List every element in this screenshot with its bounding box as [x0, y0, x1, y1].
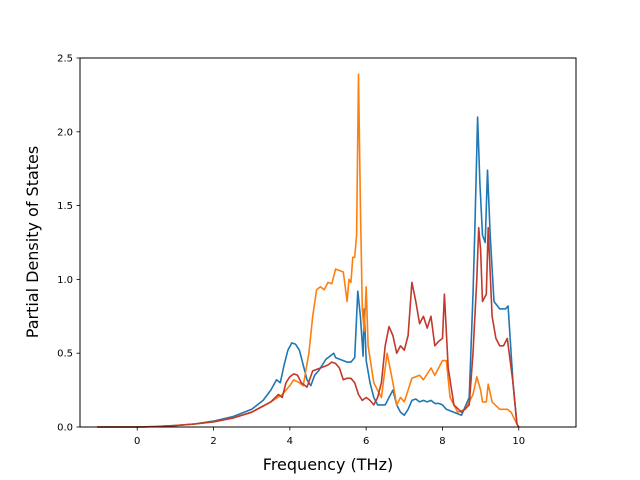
x-axis-label: Frequency (THz): [263, 455, 393, 474]
series-line-2: [97, 73, 520, 428]
y-axis: 0.0 0.5 1.0 1.5 2.0 2.5: [57, 54, 80, 434]
y-tick-label: 1.5: [57, 201, 73, 212]
y-tick-label: 2.0: [57, 127, 73, 138]
y-tick-label: 2.5: [57, 54, 73, 65]
y-axis-label: Partial Density of States: [23, 146, 42, 338]
x-tick-label: 2: [210, 436, 216, 447]
x-axis: 0 2 4 6 8 10: [134, 427, 525, 447]
series-layer: [97, 73, 520, 428]
y-tick-label: 0.5: [57, 349, 73, 360]
x-tick-label: 0: [134, 436, 140, 447]
series-line-3: [97, 226, 520, 428]
x-tick-label: 10: [512, 436, 525, 447]
x-tick-label: 8: [439, 436, 445, 447]
y-tick-label: 1.0: [57, 275, 73, 286]
y-tick-label: 0.0: [57, 423, 73, 434]
x-tick-label: 6: [363, 436, 369, 447]
series-line-1: [97, 116, 520, 428]
plot-frame: [79, 57, 577, 428]
x-tick-label: 4: [287, 436, 293, 447]
